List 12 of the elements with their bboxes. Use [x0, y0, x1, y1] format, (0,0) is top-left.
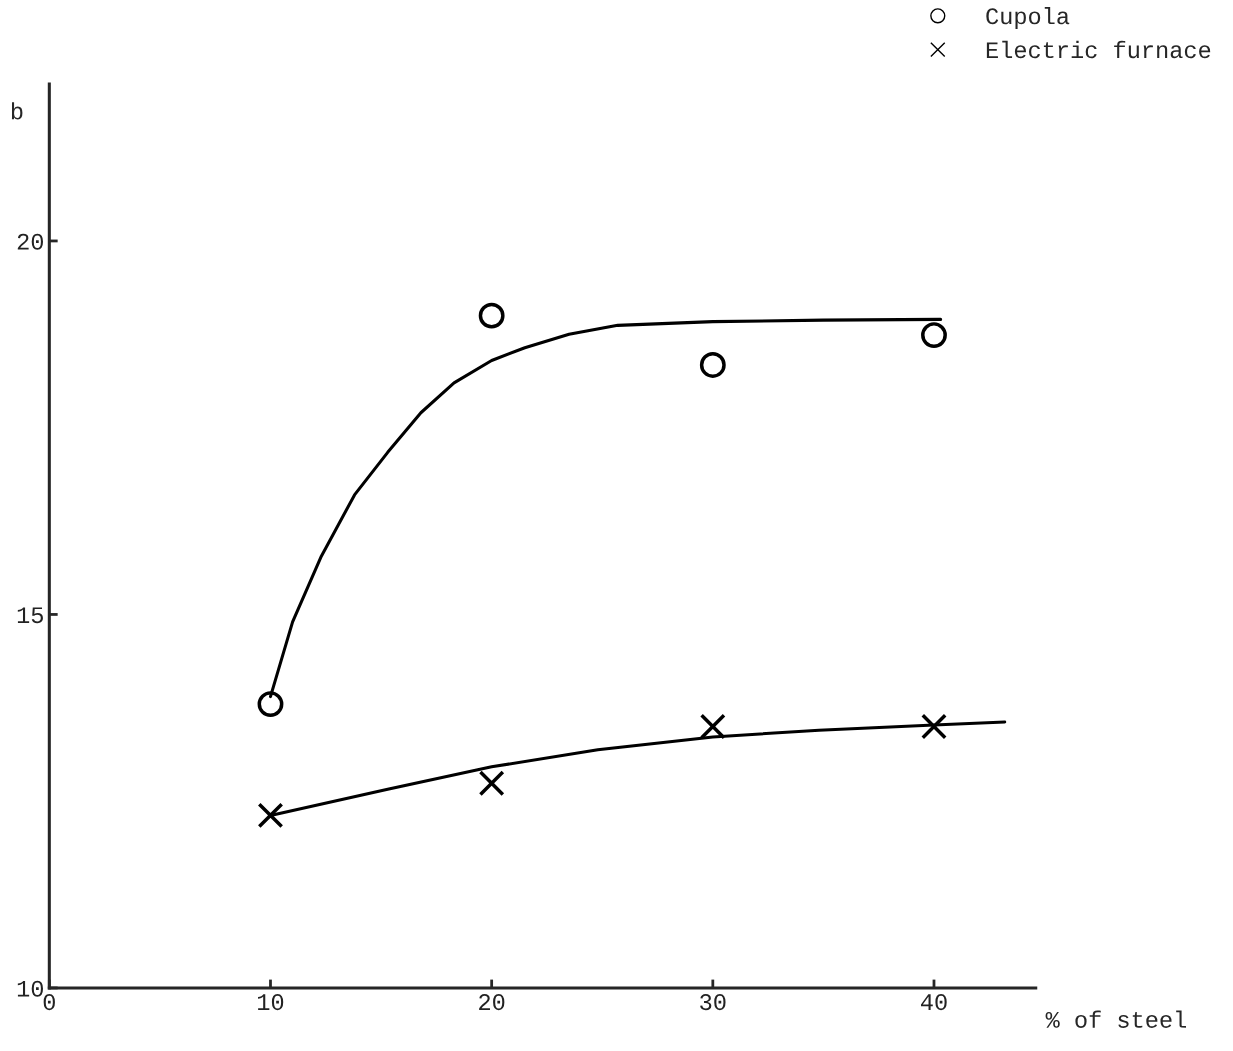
legend-label: Electric furnace	[986, 40, 1211, 59]
x-tick-label: 20	[479, 994, 505, 1011]
x-axis-title: % of steel	[1045, 1010, 1186, 1028]
legend-label: Cupola	[986, 7, 1070, 30]
x-tick-label: 40	[921, 994, 947, 1011]
y-axis-title: b	[11, 102, 23, 120]
x-tick-label: 0	[43, 994, 55, 1011]
x-tick-label: 10	[258, 994, 284, 1011]
y-tick-label: 15	[17, 607, 43, 624]
y-tick-label: 20	[17, 233, 43, 250]
x-tick-label: 30	[700, 994, 726, 1011]
y-tick-label: 10	[17, 980, 43, 997]
